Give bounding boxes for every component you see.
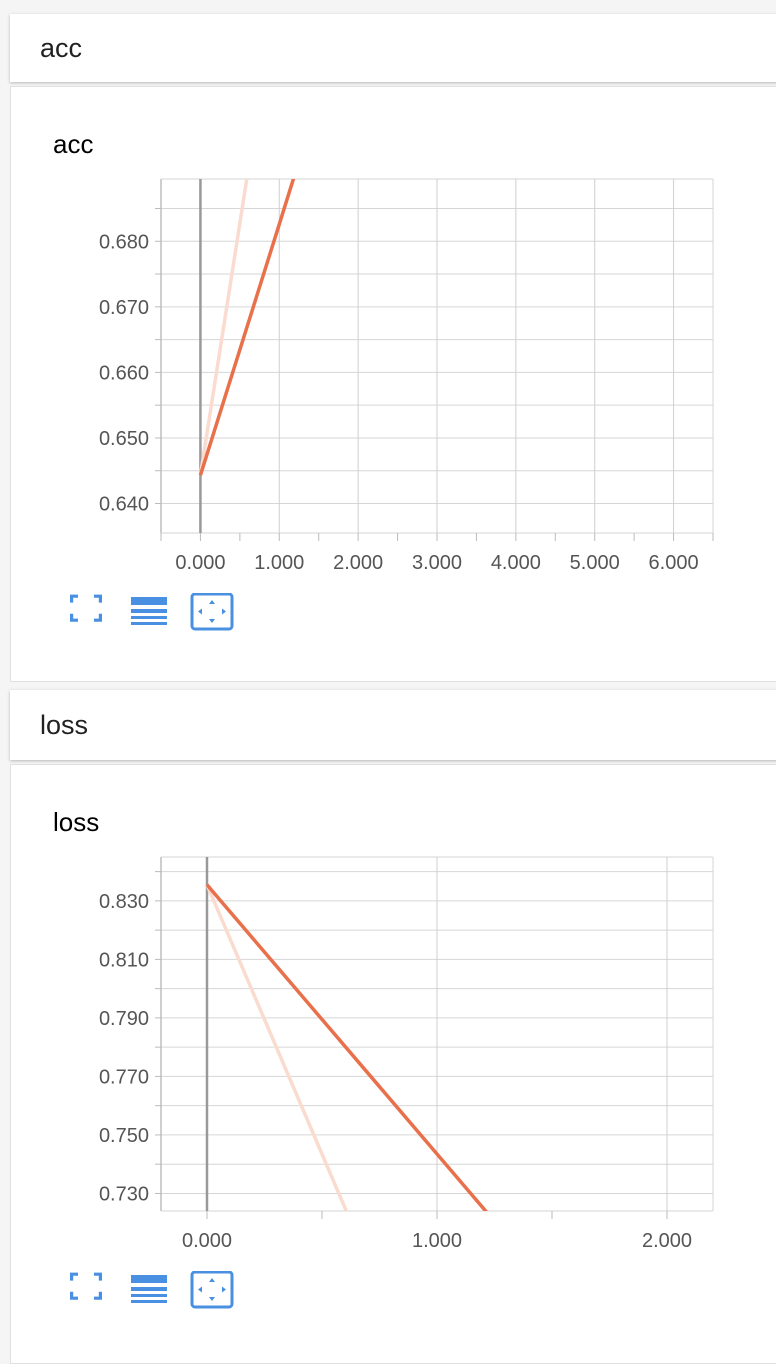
fullscreen-button[interactable] xyxy=(69,1271,109,1309)
series-line-smoothed xyxy=(198,179,296,476)
y-tick-label: 0.660 xyxy=(99,362,149,384)
x-tick-label: 6.000 xyxy=(649,552,699,574)
loss-card-header-label: loss xyxy=(40,710,89,740)
fullscreen-button[interactable] xyxy=(69,593,109,631)
x-tick-label: 2.000 xyxy=(642,1230,692,1252)
acc-chart-title: acc xyxy=(53,129,94,159)
series-line-smoothed xyxy=(205,883,488,1211)
loss-toolbar xyxy=(69,1270,249,1311)
x-tick-label: 5.000 xyxy=(570,552,620,574)
loss-chart[interactable]: 0.730 0.750 0.770 0.790 0.810 0.830 0.000 1.000… xyxy=(1,855,776,1355)
toggle-log-scale-button[interactable] xyxy=(129,1271,169,1309)
x-tick-label: 4.000 xyxy=(491,552,541,574)
fit-domain-icon xyxy=(190,592,234,631)
toggle-y-log-icon xyxy=(131,1275,167,1303)
x-tick-label: 3.000 xyxy=(412,552,462,574)
acc-chart[interactable]: 0.640 0.650 0.660 0.670 0.680 0.000 1.000 2.000… xyxy=(1,177,776,677)
acc-toolbar xyxy=(69,592,249,633)
y-tick-label: 0.640 xyxy=(99,494,149,516)
x-tick-label: 0.000 xyxy=(175,552,225,574)
y-tick-label: 0.750 xyxy=(99,1125,149,1147)
series-line-raw xyxy=(198,179,249,476)
y-tick-label: 0.670 xyxy=(99,297,149,319)
x-tick-label: 0.000 xyxy=(182,1230,232,1252)
fullscreen-icon xyxy=(70,1272,103,1300)
x-tick-label: 2.000 xyxy=(333,552,383,574)
fullscreen-icon xyxy=(70,594,103,622)
loss-card-header[interactable]: loss xyxy=(10,690,776,760)
y-tick-label: 0.830 xyxy=(99,891,149,913)
acc-card-header-label: acc xyxy=(40,33,83,63)
toggle-log-scale-button[interactable] xyxy=(129,593,169,631)
y-tick-label: 0.730 xyxy=(99,1183,149,1205)
series-line-raw xyxy=(205,884,349,1211)
y-tick-label: 0.770 xyxy=(99,1066,149,1088)
toggle-y-log-icon xyxy=(131,597,167,625)
y-tick-label: 0.680 xyxy=(99,231,149,253)
x-tick-label: 1.000 xyxy=(254,552,304,574)
y-tick-label: 0.650 xyxy=(99,428,149,450)
acc-card: acc 0.640 0.650 0.660 0.670 0.680 0.000 1.000 2… xyxy=(10,86,776,682)
y-tick-label: 0.790 xyxy=(99,1008,149,1030)
fit-domain-button[interactable] xyxy=(190,1270,234,1309)
y-tick-label: 0.810 xyxy=(99,949,149,971)
fit-domain-icon xyxy=(190,1270,234,1309)
loss-chart-title: loss xyxy=(53,807,100,837)
fit-domain-button[interactable] xyxy=(190,592,234,631)
x-tick-label: 1.000 xyxy=(412,1230,462,1252)
loss-card: loss 0.730 0.750 0.770 0.790 0.810 0.830 0.000… xyxy=(10,764,776,1364)
acc-card-header[interactable]: acc xyxy=(10,14,776,82)
